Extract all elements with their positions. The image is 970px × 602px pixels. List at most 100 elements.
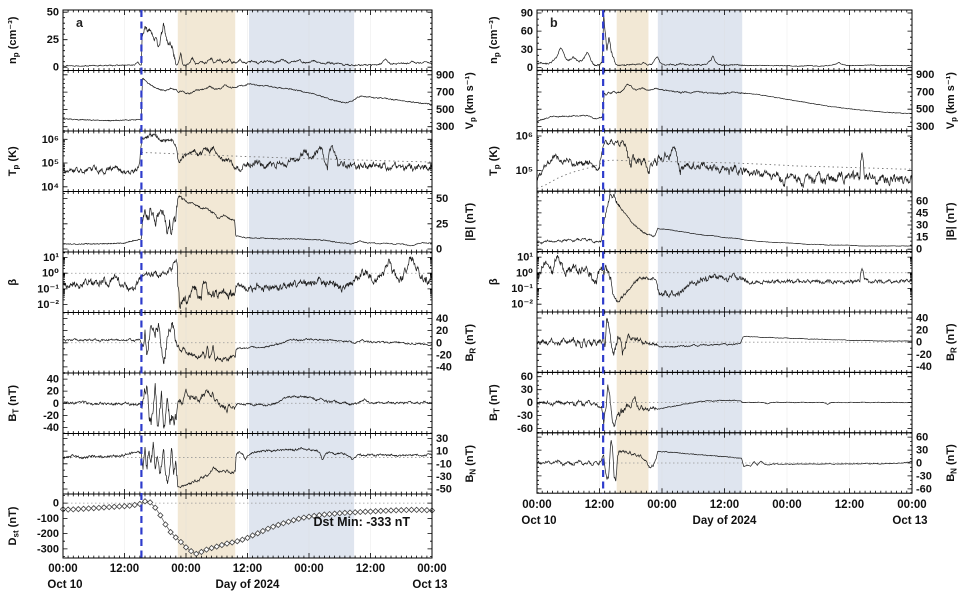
y-tick-label: -60 — [517, 423, 533, 435]
dst-marker — [372, 508, 379, 515]
y-tick-label: 0 — [53, 62, 59, 74]
series-beta — [536, 254, 913, 303]
panel-letter-a: a — [76, 16, 84, 30]
dst-marker — [398, 506, 405, 514]
dst-marker — [387, 507, 395, 514]
y-tick-label: -50 — [436, 483, 452, 495]
dst-marker — [423, 506, 431, 514]
dst-marker — [254, 530, 261, 537]
series-bt — [536, 384, 913, 428]
series-bt — [62, 383, 433, 429]
date-label-end: Oct 13 — [412, 579, 447, 591]
dst-marker — [70, 506, 77, 513]
dst-marker — [295, 515, 302, 523]
dst-marker — [326, 510, 333, 518]
panel-ticks — [536, 432, 913, 494]
panel-ticks — [62, 433, 433, 494]
dst-marker — [316, 512, 323, 519]
y-tick-label: 700 — [436, 87, 454, 99]
y-tick-label: 60 — [916, 195, 928, 207]
y-tick-label: 0 — [916, 458, 922, 470]
y-tick-label: 25 — [47, 34, 59, 46]
y-tick-label: -60 — [916, 483, 932, 495]
series-tp-expected-dotted — [141, 151, 431, 163]
panel-ticks — [62, 70, 433, 131]
dst-marker — [346, 509, 354, 516]
y-tick-label: -100 — [37, 513, 59, 525]
panel-ticks — [536, 312, 913, 373]
series-tp — [62, 133, 433, 176]
axis-title-bn: BN (nT) — [464, 445, 478, 483]
y-tick-label: -200 — [37, 528, 59, 540]
panel-ticks — [536, 372, 913, 433]
dst-marker — [64, 506, 72, 513]
dst-marker — [280, 520, 287, 527]
y-tick-label: 10 — [436, 446, 448, 458]
y-tick-label: 300 — [436, 121, 454, 133]
y-tick-label: -20 — [916, 349, 932, 361]
dst-marker — [228, 539, 236, 546]
dst-marker — [362, 508, 369, 515]
x-tick-label: 00:00 — [417, 563, 446, 575]
dst-marker — [234, 538, 241, 545]
y-tick-label: 0 — [436, 243, 442, 255]
x-tick-label: 12:00 — [110, 563, 139, 575]
dst-marker — [377, 507, 384, 515]
series-bn — [536, 440, 913, 482]
dst-marker — [351, 509, 359, 516]
y-tick-label: 300 — [916, 121, 934, 133]
axis-title-vp: Vp (km s⁻¹) — [945, 72, 959, 129]
y-tick-label: 900 — [916, 69, 934, 81]
y-tick-label: -40 — [43, 422, 59, 434]
panel-letter-b: b — [550, 16, 558, 30]
y-tick-label: 10¹ — [43, 252, 59, 264]
y-tick-label: 60 — [521, 26, 533, 38]
x-tick-label: 12:00 — [835, 499, 864, 511]
y-tick-label: 30 — [916, 445, 928, 457]
dst-marker — [218, 541, 226, 549]
y-tick-label: 10⁵ — [42, 158, 59, 170]
dst-marker — [392, 507, 400, 514]
axis-title-dst: Dst (nT) — [7, 506, 21, 545]
dst-marker — [85, 505, 92, 512]
y-tick-label: 10¹ — [517, 252, 533, 264]
y-tick-label: 0 — [53, 398, 59, 410]
dst-marker — [249, 532, 256, 539]
y-tick-label: 500 — [436, 104, 454, 116]
date-label-end: Oct 13 — [892, 515, 927, 527]
dst-marker — [126, 502, 133, 509]
dst-marker — [75, 505, 82, 513]
dst-marker — [203, 546, 210, 553]
dst-marker — [310, 512, 318, 520]
axis-title-vp: Vp (km s⁻¹) — [464, 72, 478, 129]
dst-marker — [198, 548, 205, 556]
x-tick-label: 12:00 — [710, 499, 739, 511]
y-tick-label: 30 — [521, 384, 533, 396]
y-tick-label: 20 — [916, 325, 928, 337]
date-label-start: Oct 10 — [47, 579, 82, 591]
y-tick-label: -40 — [436, 361, 452, 373]
dst-marker — [105, 503, 113, 511]
y-tick-label: 0 — [527, 62, 533, 74]
dst-marker — [131, 501, 138, 509]
y-tick-label: 90 — [521, 8, 533, 20]
date-label-start: Oct 10 — [521, 515, 556, 527]
y-tick-label: 20 — [47, 386, 59, 398]
panel-ticks — [62, 10, 433, 71]
y-tick-label: 30 — [521, 44, 533, 56]
dst-marker — [305, 513, 313, 520]
x-tick-label: 00:00 — [171, 563, 200, 575]
axis-title-beta: β — [7, 279, 19, 286]
y-tick-label: 900 — [436, 69, 454, 81]
dst-marker — [121, 503, 128, 510]
axis-title-bn: BN (nT) — [945, 444, 959, 482]
y-tick-label: -40 — [916, 361, 932, 373]
series-vp — [536, 83, 913, 122]
dst-marker — [90, 505, 97, 512]
y-tick-label: 10⁻¹ — [37, 283, 59, 295]
y-tick-label: 10⁻¹ — [511, 283, 533, 295]
dst-marker — [244, 534, 251, 542]
y-tick-label: 20 — [436, 325, 448, 337]
axis-title-tp: Tp (K) — [7, 146, 21, 176]
